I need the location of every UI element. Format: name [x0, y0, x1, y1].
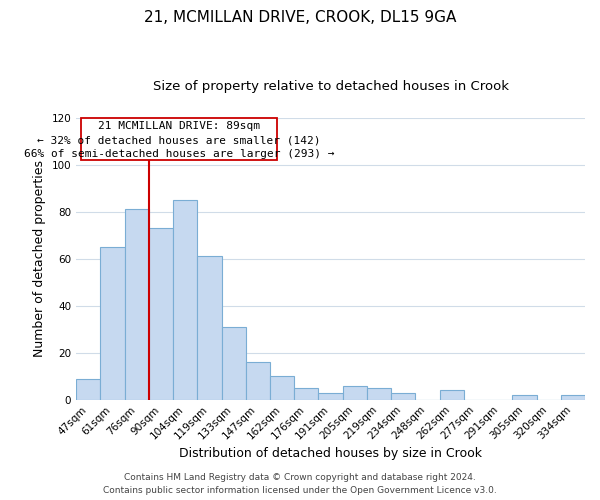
Bar — [197, 256, 221, 400]
Text: 66% of semi-detached houses are larger (293) →: 66% of semi-detached houses are larger (… — [24, 150, 334, 160]
Bar — [76, 378, 100, 400]
Text: ← 32% of detached houses are smaller (142): ← 32% of detached houses are smaller (14… — [37, 136, 321, 145]
Bar — [561, 395, 585, 400]
Bar — [343, 386, 367, 400]
Bar — [173, 200, 197, 400]
Bar — [270, 376, 294, 400]
Bar — [391, 392, 415, 400]
Bar — [125, 210, 149, 400]
Bar — [221, 327, 246, 400]
Bar — [100, 247, 125, 400]
Bar — [246, 362, 270, 400]
Bar — [149, 228, 173, 400]
Bar — [367, 388, 391, 400]
Y-axis label: Number of detached properties: Number of detached properties — [33, 160, 46, 358]
Bar — [294, 388, 319, 400]
X-axis label: Distribution of detached houses by size in Crook: Distribution of detached houses by size … — [179, 447, 482, 460]
Title: Size of property relative to detached houses in Crook: Size of property relative to detached ho… — [152, 80, 509, 93]
Text: 21 MCMILLAN DRIVE: 89sqm: 21 MCMILLAN DRIVE: 89sqm — [98, 122, 260, 132]
Text: Contains HM Land Registry data © Crown copyright and database right 2024.
Contai: Contains HM Land Registry data © Crown c… — [103, 474, 497, 495]
FancyBboxPatch shape — [81, 118, 277, 160]
Bar — [319, 392, 343, 400]
Bar — [512, 395, 536, 400]
Bar — [440, 390, 464, 400]
Text: 21, MCMILLAN DRIVE, CROOK, DL15 9GA: 21, MCMILLAN DRIVE, CROOK, DL15 9GA — [144, 10, 456, 25]
